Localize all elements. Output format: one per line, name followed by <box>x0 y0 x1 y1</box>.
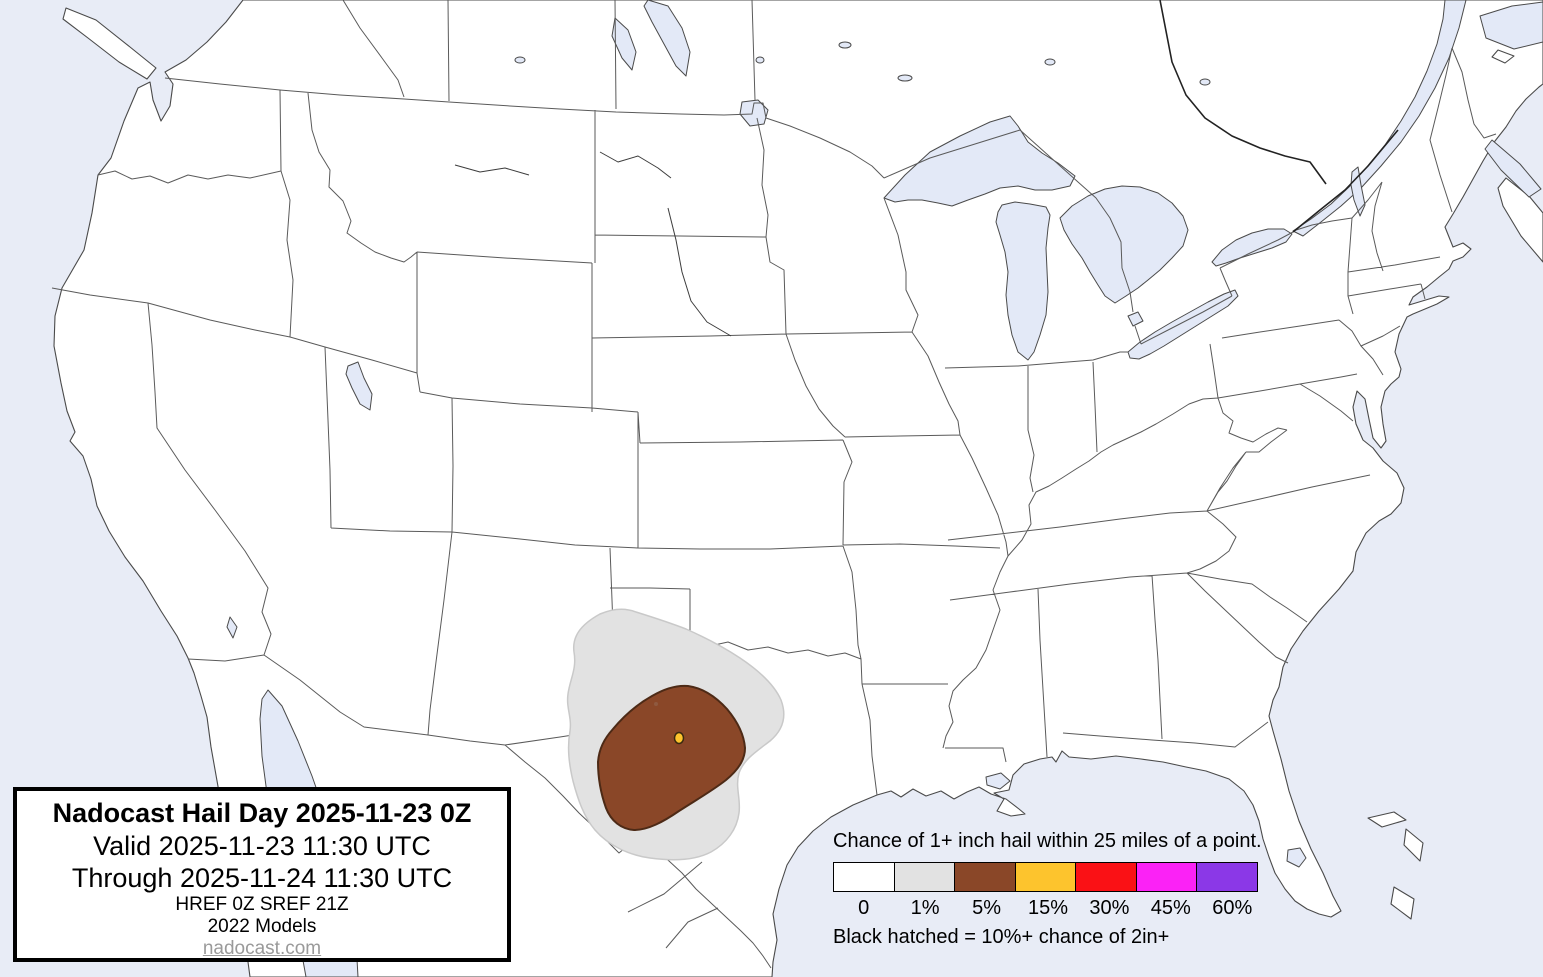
models-line: HREF 0Z SREF 21Z <box>175 894 349 915</box>
bahamas-island <box>1403 828 1424 862</box>
legend-swatch <box>833 862 895 892</box>
international-border <box>1159 0 1399 233</box>
nadocast-link[interactable]: nadocast.com <box>202 938 322 959</box>
lake-pontchartrain <box>985 772 1011 790</box>
lake-okeechobee <box>1286 847 1307 868</box>
lake-ontario <box>1211 228 1293 267</box>
legend-bin-label: 15% <box>1027 897 1068 919</box>
lake-winnipeg <box>643 0 691 77</box>
legend-bin-label: 1% <box>910 897 940 919</box>
small-lake <box>755 56 765 64</box>
legend-swatch-row <box>833 862 1263 892</box>
valid-time: Valid 2025-11-23 11:30 UTC <box>93 831 431 861</box>
legend-bin-label: 60% <box>1212 897 1253 919</box>
vancouver-island <box>62 7 157 80</box>
state-borders <box>51 0 1497 949</box>
legend-note: Black hatched = 10%+ chance of 2in+ <box>833 926 1170 948</box>
lake-manitoba <box>611 17 637 71</box>
salton-sea <box>226 616 238 639</box>
bahamas-island <box>1390 886 1415 920</box>
great-salt-lake <box>345 361 373 411</box>
gulf-of-st-lawrence <box>1479 1 1543 50</box>
forecast-hole <box>654 702 658 706</box>
lake-michigan <box>995 201 1051 361</box>
forecast-area-5pct <box>596 684 747 832</box>
small-lake <box>1044 58 1056 66</box>
legend-label-row: 0 1% 5% 15% 30% 45% 60% <box>833 897 1263 920</box>
legend-swatch <box>893 862 956 892</box>
through-time: Through 2025-11-24 11:30 UTC <box>71 863 453 893</box>
legend-heading: Chance of 1+ inch hail within 25 miles o… <box>833 830 1262 852</box>
lake-erie <box>1127 289 1239 360</box>
legend-bin-label: 30% <box>1089 897 1130 919</box>
small-lake <box>838 41 852 49</box>
legend-bin-label: 0 <box>858 897 870 919</box>
small-lake <box>1199 78 1211 86</box>
legend-swatch <box>954 862 1016 892</box>
legend-swatch <box>1075 862 1137 892</box>
missouri-river <box>454 151 732 337</box>
legend-swatch <box>1014 862 1077 892</box>
nova-scotia <box>1497 177 1543 263</box>
lake-huron <box>1059 185 1189 304</box>
forecast-point-15pct <box>673 731 685 745</box>
page-title: Nadocast Hail Day 2025-11-23 0Z <box>52 798 472 828</box>
legend-bin-label: 5% <box>972 897 1001 919</box>
lake-st-clair <box>1127 311 1144 327</box>
islands <box>62 7 1543 920</box>
small-lake <box>897 74 913 82</box>
models-year-line: 2022 Models <box>207 916 317 937</box>
small-lake <box>514 56 526 64</box>
prince-edward-island <box>1491 49 1515 64</box>
title-box: Nadocast Hail Day 2025-11-23 0Z Valid 20… <box>13 787 511 962</box>
legend-swatch <box>1196 862 1258 892</box>
lake-superior <box>883 115 1076 207</box>
bay-of-fundy <box>1484 139 1542 198</box>
bahamas-island <box>1367 811 1407 828</box>
legend-swatch <box>1135 862 1198 892</box>
legend: Chance of 1+ inch hail within 25 miles o… <box>833 830 1263 949</box>
legend-bin-label: 45% <box>1150 897 1191 919</box>
website-line: nadocast.com <box>17 938 507 960</box>
